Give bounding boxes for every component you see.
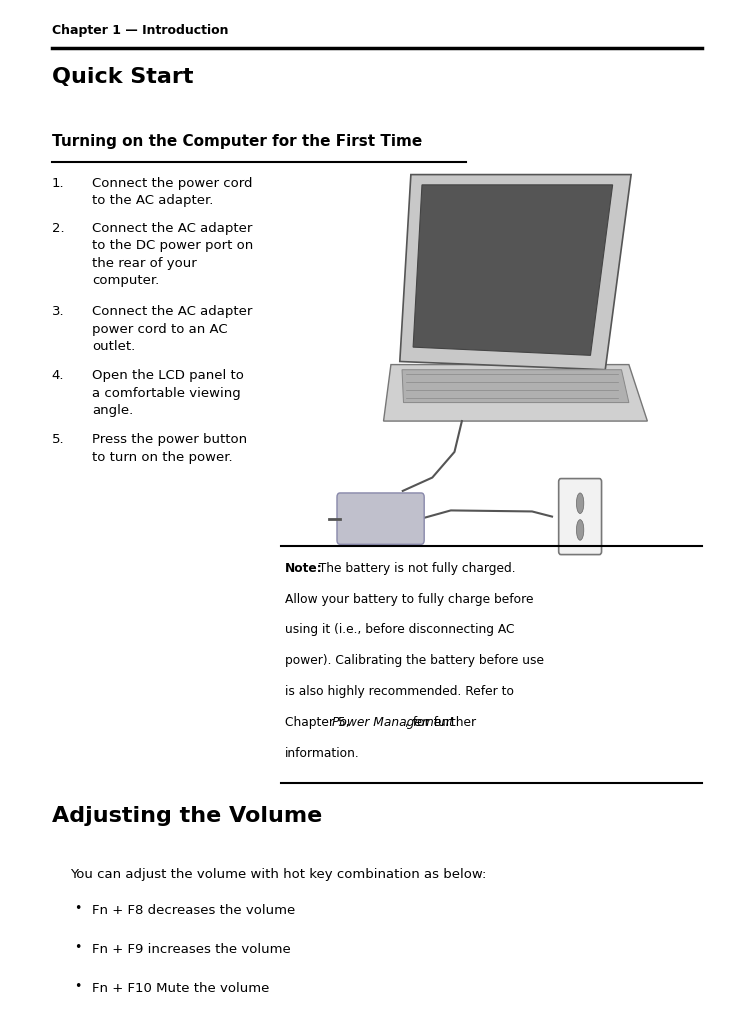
- Text: Press the power button
to turn on the power.: Press the power button to turn on the po…: [92, 433, 248, 464]
- Text: Open the LCD panel to
a comfortable viewing
angle.: Open the LCD panel to a comfortable view…: [92, 369, 245, 417]
- Text: Connect the power cord
to the AC adapter.: Connect the power cord to the AC adapter…: [92, 177, 253, 207]
- Text: •: •: [74, 941, 81, 954]
- FancyBboxPatch shape: [559, 479, 602, 555]
- Text: Turning on the Computer for the First Time: Turning on the Computer for the First Ti…: [52, 134, 422, 149]
- Text: Connect the AC adapter
power cord to an AC
outlet.: Connect the AC adapter power cord to an …: [92, 305, 253, 353]
- Text: Quick Start: Quick Start: [52, 67, 193, 86]
- Text: is also highly recommended. Refer to: is also highly recommended. Refer to: [285, 685, 514, 698]
- Text: Chapter 1 — Introduction: Chapter 1 — Introduction: [52, 24, 228, 37]
- Text: power). Calibrating the battery before use: power). Calibrating the battery before u…: [285, 654, 543, 668]
- Text: Power Management: Power Management: [332, 716, 454, 729]
- Polygon shape: [384, 365, 647, 421]
- Text: Note:: Note:: [285, 562, 322, 575]
- Text: 3.: 3.: [52, 305, 64, 318]
- Text: Fn + F8 decreases the volume: Fn + F8 decreases the volume: [92, 904, 296, 917]
- Text: 5.: 5.: [52, 433, 64, 447]
- Text: Connect the AC adapter
to the DC power port on
the rear of your
computer.: Connect the AC adapter to the DC power p…: [92, 222, 253, 288]
- Text: Chapter 5,: Chapter 5,: [285, 716, 353, 729]
- Text: The battery is not fully charged.: The battery is not fully charged.: [311, 562, 516, 575]
- Polygon shape: [413, 185, 613, 355]
- Text: Fn + F10 Mute the volume: Fn + F10 Mute the volume: [92, 982, 270, 995]
- Polygon shape: [400, 175, 631, 370]
- Text: You can adjust the volume with hot key combination as below:: You can adjust the volume with hot key c…: [70, 868, 486, 881]
- Ellipse shape: [576, 493, 584, 514]
- Text: 4.: 4.: [52, 369, 64, 382]
- Text: using it (i.e., before disconnecting AC: using it (i.e., before disconnecting AC: [285, 623, 514, 637]
- Text: Allow your battery to fully charge before: Allow your battery to fully charge befor…: [285, 593, 533, 606]
- Text: 2.: 2.: [52, 222, 64, 235]
- Text: Adjusting the Volume: Adjusting the Volume: [52, 806, 322, 826]
- Text: , for further: , for further: [405, 716, 476, 729]
- Polygon shape: [402, 370, 629, 403]
- Text: 1.: 1.: [52, 177, 64, 190]
- Ellipse shape: [576, 520, 584, 540]
- Text: •: •: [74, 980, 81, 993]
- Text: information.: information.: [285, 747, 359, 760]
- FancyBboxPatch shape: [337, 493, 424, 544]
- Text: Fn + F9 increases the volume: Fn + F9 increases the volume: [92, 943, 291, 956]
- Text: •: •: [74, 902, 81, 915]
